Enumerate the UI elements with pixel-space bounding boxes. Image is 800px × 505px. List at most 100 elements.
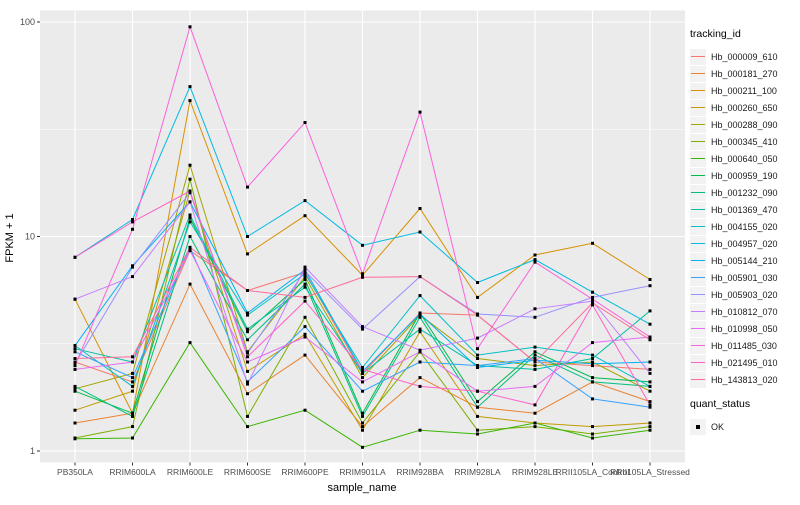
legend-key <box>690 167 706 184</box>
x-tick-label: PB350LA <box>57 467 93 477</box>
data-point <box>591 432 594 436</box>
data-point <box>418 275 422 279</box>
data-point <box>303 121 307 124</box>
data-point <box>303 408 307 412</box>
data-point <box>246 392 249 396</box>
legend-entry: Hb_005903_020 <box>690 286 798 303</box>
data-point <box>188 341 192 345</box>
data-point <box>533 253 537 257</box>
data-point <box>361 327 364 331</box>
legend-entry: Hb_000640_050 <box>690 150 798 167</box>
data-point <box>188 235 192 238</box>
data-point <box>246 355 249 359</box>
legend-title-tracking-id: tracking_id <box>690 28 741 40</box>
legend-key <box>690 82 706 99</box>
data-point <box>73 421 77 425</box>
legend-key <box>690 371 706 388</box>
x-tick-label: RRIM600LE <box>167 467 214 477</box>
legend-key <box>690 269 706 286</box>
legend-line-swatch <box>691 208 705 211</box>
data-point <box>303 295 307 299</box>
quant-status-label: OK <box>711 421 725 432</box>
data-point <box>246 382 249 386</box>
legend-entry: Hb_021495_010 <box>690 354 798 371</box>
legend-entry-label: Hb_001369_470 <box>711 204 778 215</box>
data-point <box>361 371 364 375</box>
legend-key <box>690 337 706 354</box>
data-point <box>131 220 134 224</box>
data-point <box>246 185 249 189</box>
data-point <box>361 325 364 329</box>
data-point <box>246 311 249 315</box>
legend-line-swatch <box>691 225 705 228</box>
legend-entry: Hb_000260_650 <box>690 99 798 116</box>
data-point <box>73 360 77 364</box>
data-point <box>131 436 134 440</box>
legend-entry: Hb_000009_610 <box>690 48 798 65</box>
data-point <box>533 364 537 368</box>
y-axis-title: FPKM + 1 <box>4 213 16 262</box>
legend-entry-label: Hb_000009_610 <box>711 51 778 62</box>
data-point <box>476 353 479 357</box>
data-point <box>188 216 192 220</box>
data-point <box>648 278 652 281</box>
legend-line-swatch <box>691 140 705 143</box>
legend-key <box>690 218 706 235</box>
data-point <box>188 220 192 224</box>
data-point <box>361 425 364 429</box>
legend-entry: Hb_001369_470 <box>690 201 798 218</box>
data-point <box>361 272 364 276</box>
data-point <box>591 290 594 294</box>
data-point <box>591 397 594 401</box>
x-axis-title: sample_name <box>327 482 396 494</box>
data-point <box>131 425 134 429</box>
data-point <box>303 353 307 357</box>
data-point <box>418 327 422 331</box>
data-point <box>188 191 192 195</box>
data-point <box>73 387 77 391</box>
legend-entry: Hb_000959_190 <box>690 167 798 184</box>
data-point <box>533 425 537 429</box>
data-point <box>533 403 537 407</box>
legend-line-swatch <box>691 157 705 160</box>
data-point <box>418 428 422 432</box>
data-point <box>246 235 249 238</box>
data-point <box>303 315 307 319</box>
data-point <box>246 380 249 384</box>
data-point <box>533 360 537 364</box>
data-point <box>648 338 652 342</box>
data-point <box>188 245 192 249</box>
data-point <box>476 313 479 317</box>
legend-entry: Hb_011485_030 <box>690 337 798 354</box>
data-point <box>303 265 307 269</box>
data-point <box>361 389 364 393</box>
legend-key <box>690 303 706 320</box>
data-point <box>533 384 537 388</box>
data-point <box>533 411 537 415</box>
data-point <box>188 85 192 89</box>
data-point <box>188 200 192 204</box>
data-point <box>476 414 479 418</box>
data-point <box>361 367 364 371</box>
data-point <box>73 344 77 348</box>
legend-key <box>690 235 706 252</box>
data-point <box>303 269 307 273</box>
data-point <box>648 421 652 425</box>
legend-key <box>690 99 706 116</box>
data-point <box>246 360 249 364</box>
data-point <box>476 281 479 284</box>
legend-line-swatch <box>691 310 705 313</box>
data-point <box>131 384 134 388</box>
data-point <box>418 315 422 319</box>
legend-line-swatch <box>691 378 705 381</box>
data-point <box>591 364 594 368</box>
legend-entry: Hb_005901_030 <box>690 269 798 286</box>
data-point <box>303 275 307 279</box>
data-point <box>418 230 422 234</box>
legend-line-swatch <box>691 259 705 262</box>
x-tick-label: RRIM928LE <box>512 467 559 477</box>
data-point <box>591 436 594 440</box>
legend-entry-label: Hb_005903_020 <box>711 289 778 300</box>
data-point <box>188 282 192 286</box>
quant-entries: OK <box>690 418 798 435</box>
